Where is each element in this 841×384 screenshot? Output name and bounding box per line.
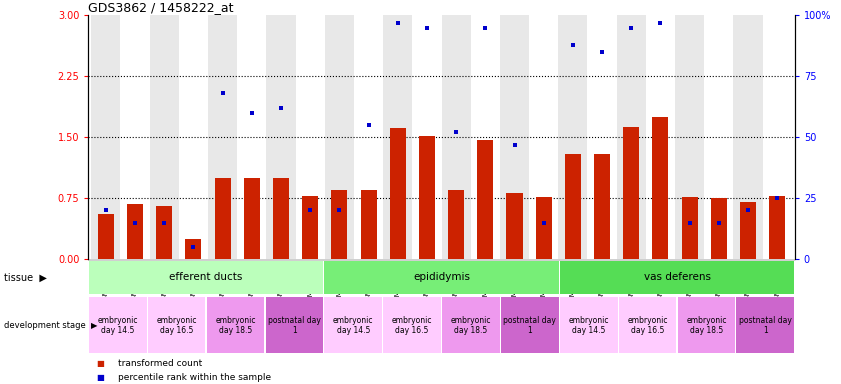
Bar [267,15,295,259]
Bar [89,261,323,294]
Bar [331,190,347,259]
Bar [354,15,383,259]
Bar [560,298,617,353]
Bar [770,196,785,259]
Bar [558,15,588,259]
Bar [179,15,208,259]
Bar [325,298,382,353]
Bar [295,15,325,259]
Bar [616,15,646,259]
Bar [740,202,756,259]
Bar [681,197,698,259]
Bar [148,298,205,353]
Bar [737,298,794,353]
Bar [442,298,500,353]
Text: efferent ducts: efferent ducts [169,272,243,282]
Bar [500,15,529,259]
Bar [207,298,264,353]
Bar [478,140,494,259]
Bar [98,215,114,259]
Text: embryonic
day 16.5: embryonic day 16.5 [392,316,432,335]
Bar [619,298,676,353]
Bar [89,298,146,353]
Bar [361,190,377,259]
Bar [711,198,727,259]
Bar [273,178,289,259]
Bar [442,15,471,259]
Text: embryonic
day 14.5: embryonic day 14.5 [569,316,609,335]
Bar [208,15,237,259]
Bar [763,15,792,259]
Bar [185,239,202,259]
Bar [565,154,581,259]
Text: postnatal day
1: postnatal day 1 [268,316,320,335]
Text: percentile rank within the sample: percentile rank within the sample [118,373,271,382]
Bar [383,15,412,259]
Bar [150,15,179,259]
Bar [244,178,260,259]
Text: embryonic
day 18.5: embryonic day 18.5 [686,316,727,335]
Bar [266,298,323,353]
Text: epididymis: epididymis [413,272,470,282]
Bar [529,15,558,259]
Bar [471,15,500,259]
Bar [506,192,522,259]
Bar [127,204,143,259]
Text: vas deferens: vas deferens [643,272,711,282]
Bar [678,298,735,353]
Bar [389,127,405,259]
Bar [704,15,733,259]
Text: GDS3862 / 1458222_at: GDS3862 / 1458222_at [88,1,234,14]
Bar [383,298,441,353]
Text: postnatal day
1: postnatal day 1 [739,316,791,335]
Text: embryonic
day 18.5: embryonic day 18.5 [451,316,491,335]
Text: transformed count: transformed count [118,359,202,368]
Bar [623,127,639,259]
Text: embryonic
day 16.5: embryonic day 16.5 [627,316,668,335]
Bar [448,190,464,259]
Bar [419,136,435,259]
Bar [588,15,616,259]
Bar [120,15,150,259]
Text: ■: ■ [97,373,104,382]
Bar [536,197,552,259]
Bar [91,15,120,259]
Text: embryonic
day 14.5: embryonic day 14.5 [98,316,138,335]
Bar [325,261,558,294]
Bar [412,15,442,259]
Bar [733,15,763,259]
Text: embryonic
day 16.5: embryonic day 16.5 [156,316,197,335]
Bar [653,117,669,259]
Text: postnatal day
1: postnatal day 1 [504,316,556,335]
Bar [501,298,558,353]
Bar [560,261,794,294]
Text: ■: ■ [97,359,104,368]
Text: development stage  ▶: development stage ▶ [4,321,98,330]
Text: embryonic
day 18.5: embryonic day 18.5 [215,316,256,335]
Bar [675,15,704,259]
Bar [214,178,230,259]
Bar [237,15,267,259]
Bar [325,15,354,259]
Bar [646,15,675,259]
Text: tissue  ▶: tissue ▶ [4,272,47,283]
Bar [302,196,318,259]
Bar [594,154,610,259]
Bar [156,206,172,259]
Text: embryonic
day 14.5: embryonic day 14.5 [333,316,373,335]
